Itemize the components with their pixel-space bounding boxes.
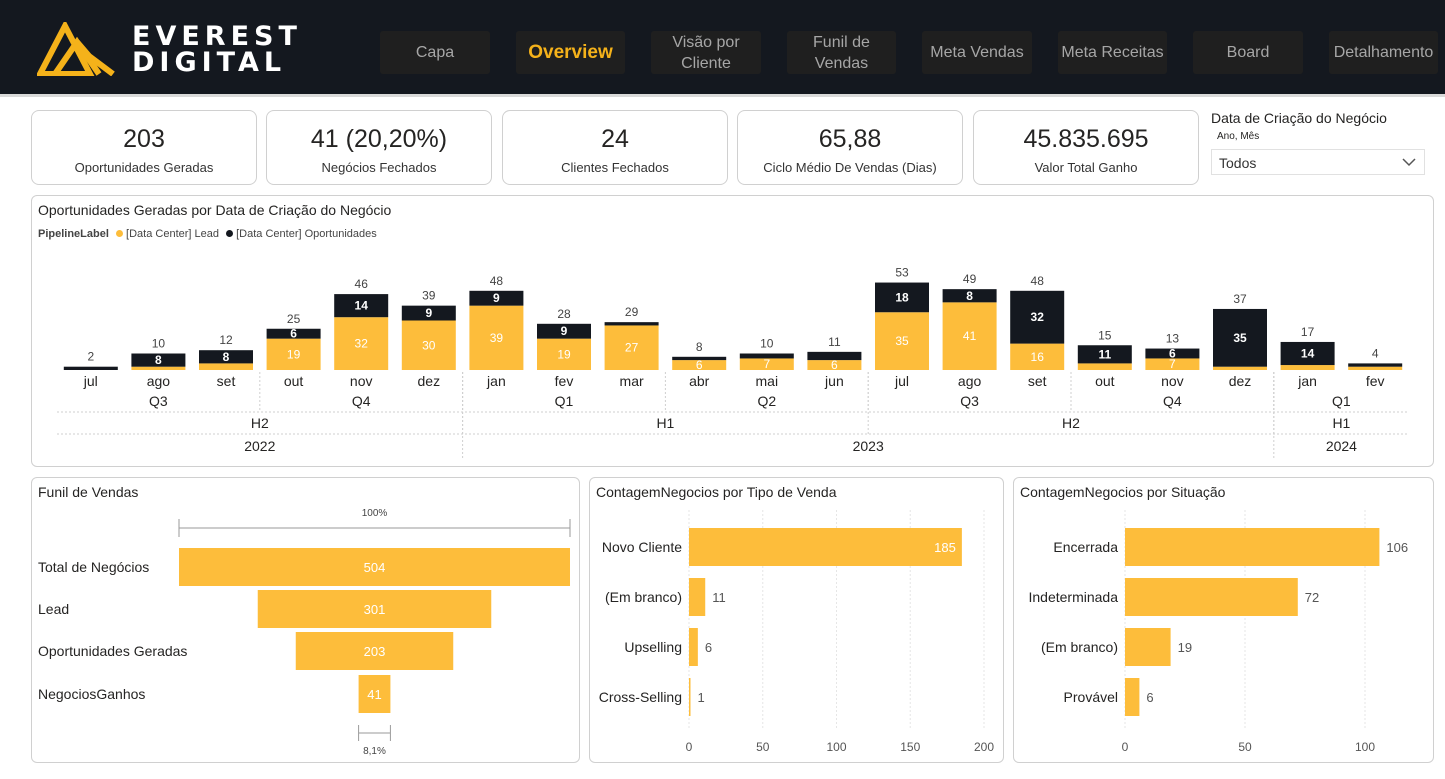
- everest-logo: EVEREST DIGITAL: [37, 22, 337, 78]
- kpi-value: 41 (20,20%): [310, 125, 448, 153]
- mountain-logo-icon: [37, 22, 115, 76]
- situacao-panel: ContagemNegocios por Situação: [1013, 477, 1434, 763]
- kpi-label: Ciclo Médio De Vendas (Dias): [763, 160, 937, 175]
- kpi-card-valor-total: 45.835.695 Valor Total Ganho: [973, 110, 1199, 185]
- top-bar: EVEREST DIGITAL Capa Overview Visão por …: [0, 0, 1445, 97]
- nav-funil-vendas-button[interactable]: Funil de Vendas: [787, 31, 896, 74]
- tipo-venda-panel: ContagemNegocios por Tipo de Venda: [589, 477, 1004, 763]
- chart-title: Oportunidades Geradas por Data de Criaçã…: [38, 202, 392, 218]
- chart-legend: PipelineLabel [Data Center] Lead [Data C…: [38, 228, 377, 240]
- brand-line-2: DIGITAL: [132, 47, 287, 78]
- legend-lead-dot-icon: [115, 230, 123, 237]
- chart-panel-oportunidades: Oportunidades Geradas por Data de Criaçã…: [31, 195, 1434, 467]
- slicer-value: Todos: [1219, 155, 1257, 171]
- nav-overview-button[interactable]: Overview: [516, 31, 625, 74]
- kpi-value: 24: [601, 125, 629, 153]
- situacao-title: ContagemNegocios por Situação: [1020, 484, 1226, 500]
- legend-lead-label: [Data Center] Lead: [126, 228, 219, 240]
- nav-detalhamento-button[interactable]: Detalhamento: [1329, 31, 1438, 74]
- kpi-card-clientes-fechados: 24 Clientes Fechados: [502, 110, 728, 185]
- brand-line-1: EVEREST: [132, 21, 302, 52]
- nav-board-button[interactable]: Board: [1193, 31, 1303, 74]
- slicer-subtitle: Ano, Mês: [1217, 131, 1260, 142]
- nav-visao-cliente-button[interactable]: Visão por Cliente: [651, 31, 761, 74]
- kpi-label: Clientes Fechados: [561, 160, 669, 175]
- legend-oportunidades-label: [Data Center] Oportunidades: [236, 228, 377, 240]
- kpi-value: 65,88: [818, 125, 882, 153]
- kpi-value: 203: [123, 125, 165, 153]
- legend-title: PipelineLabel: [38, 228, 109, 240]
- kpi-card-oportunidades: 203 Oportunidades Geradas: [31, 110, 257, 185]
- funnel-panel: Funil de Vendas: [31, 477, 580, 763]
- date-slicer-dropdown[interactable]: Todos: [1211, 149, 1425, 175]
- chevron-down-icon: [1402, 158, 1416, 167]
- funnel-title: Funil de Vendas: [38, 484, 139, 500]
- legend-oportunidades-dot-icon: [226, 230, 234, 237]
- nav-meta-receitas-button[interactable]: Meta Receitas: [1058, 31, 1167, 74]
- nav-meta-vendas-button[interactable]: Meta Vendas: [922, 31, 1032, 74]
- kpi-label: Valor Total Ganho: [1034, 160, 1138, 175]
- kpi-label: Negócios Fechados: [321, 160, 437, 175]
- nav-capa-button[interactable]: Capa: [380, 31, 490, 74]
- tipo-venda-title: ContagemNegocios por Tipo de Venda: [596, 484, 837, 500]
- kpi-card-ciclo-medio: 65,88 Ciclo Médio De Vendas (Dias): [737, 110, 963, 185]
- slicer-title: Data de Criação do Negócio: [1211, 110, 1387, 126]
- kpi-value: 45.835.695: [1023, 125, 1149, 153]
- kpi-label: Oportunidades Geradas: [74, 160, 214, 175]
- kpi-card-negocios-fechados: 41 (20,20%) Negócios Fechados: [266, 110, 492, 185]
